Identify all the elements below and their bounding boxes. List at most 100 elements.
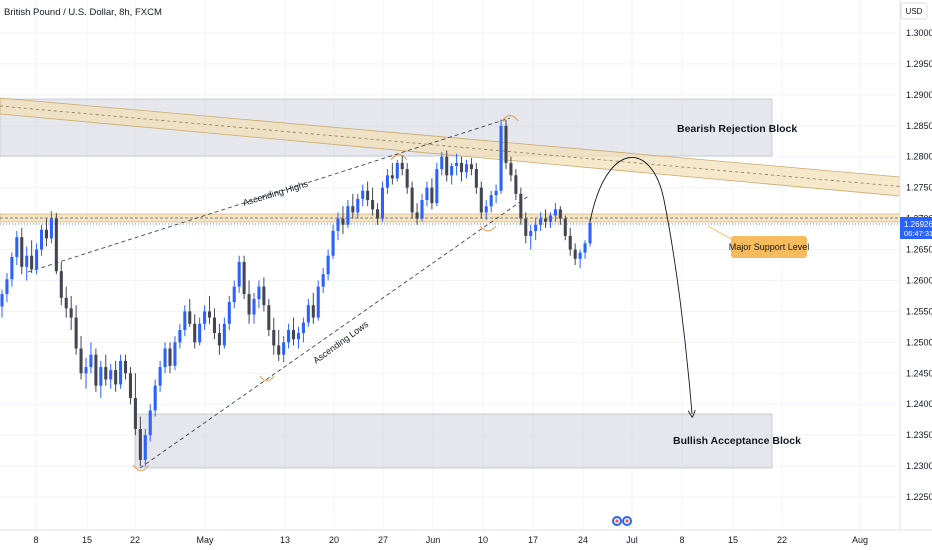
candle-up: [158, 367, 162, 386]
time-tick-label: 8: [33, 535, 38, 545]
candle-up: [163, 348, 167, 368]
candle-down: [514, 175, 518, 194]
candle-down: [54, 218, 58, 272]
time-tick-label: 17: [528, 535, 538, 545]
candle-down: [242, 261, 246, 295]
swing-low-marker: [479, 225, 497, 232]
candle-down: [217, 333, 221, 346]
swing-low-marker: [132, 464, 150, 471]
candle-up: [301, 322, 305, 334]
support-callout-pointer: [707, 225, 734, 241]
time-tick-label: 20: [329, 535, 339, 545]
candle-down: [479, 187, 483, 213]
bullish-acceptance-zone: [134, 413, 773, 469]
candle-up: [89, 354, 93, 368]
time-tick-label: 8: [679, 535, 684, 545]
candle-up: [148, 410, 152, 436]
price-axis-ticks: 1.30000 1.29500 1.29000 1.28500 1.28000 1.275…: [906, 28, 932, 502]
time-tick-label: May: [196, 535, 214, 545]
candle-up: [484, 206, 488, 213]
candle-down: [168, 348, 172, 366]
candle-up: [440, 156, 444, 170]
candle-up: [385, 175, 389, 188]
candle-down: [114, 370, 118, 385]
candle-down: [123, 360, 128, 374]
candle-down: [193, 323, 197, 343]
candle-down: [445, 156, 449, 176]
price-tick-label: 1.25500: [906, 306, 932, 316]
candle-up: [529, 230, 533, 236]
candle-up: [420, 200, 424, 219]
candle-up: [25, 255, 29, 267]
candle-down: [262, 286, 266, 306]
candle-up: [306, 305, 310, 323]
candle-down: [104, 367, 108, 380]
candle-up: [534, 224, 538, 231]
candle-up: [143, 435, 147, 460]
time-tick-label: 10: [478, 535, 488, 545]
time-axis-ticks[interactable]: 8 15 22 May 13 20 27 Jun 10 17 24 Jul 8 15 22 Aug: [33, 535, 868, 545]
candle-up: [49, 218, 53, 239]
candle-down: [504, 125, 508, 163]
candle-down: [543, 218, 548, 222]
currency-badge[interactable]: [900, 2, 928, 20]
time-tick-label: 22: [777, 535, 787, 545]
candle-down: [277, 345, 281, 355]
price-tick-label: 1.30000: [906, 28, 932, 38]
candle-down: [291, 329, 296, 340]
candle-up: [435, 169, 439, 204]
candle-down: [524, 218, 528, 236]
price-tick-label: 1.22500: [906, 492, 932, 502]
candle-up: [198, 323, 202, 343]
candle-up: [203, 311, 207, 324]
candle-up: [178, 329, 182, 343]
candle-up: [119, 360, 123, 385]
candle-up: [287, 329, 291, 343]
candle-up: [395, 162, 399, 179]
candle-up: [257, 286, 261, 300]
candle-up: [321, 274, 325, 287]
price-tick-label: 1.23000: [906, 461, 932, 471]
candle-down: [20, 237, 24, 267]
candle-up: [0, 294, 4, 307]
candle-up: [282, 342, 286, 355]
candle-up: [109, 370, 113, 380]
candle-up: [173, 342, 177, 366]
candle-down: [69, 308, 73, 318]
price-tick-label: 1.23500: [906, 430, 932, 440]
candle-down: [188, 311, 192, 324]
candle-up: [588, 222, 592, 244]
candle-up: [336, 218, 340, 231]
candle-down: [59, 271, 63, 298]
candle-down: [563, 218, 567, 236]
candle-up: [252, 299, 256, 315]
price-tick-label: 1.25000: [906, 337, 932, 347]
candle-up: [39, 229, 44, 250]
current-price-tag: [900, 217, 932, 239]
flag-icon[interactable]: [612, 516, 622, 526]
candle-down: [469, 164, 473, 170]
price-tick-label: 1.26000: [906, 275, 932, 285]
price-tick-label: 1.28500: [906, 121, 932, 131]
candle-down: [79, 348, 83, 374]
candle-down: [64, 297, 68, 309]
candle-up: [10, 256, 14, 280]
flag-icon[interactable]: [622, 516, 632, 526]
price-tick-label: 1.28000: [906, 152, 932, 162]
time-tick-label: Jul: [626, 535, 638, 545]
candle-up: [84, 367, 88, 374]
candle-down: [371, 200, 375, 210]
candle-down: [430, 187, 434, 204]
candle-up: [237, 261, 241, 287]
candle-down: [272, 329, 276, 346]
price-axis[interactable]: [900, 0, 932, 550]
candle-down: [410, 187, 414, 213]
candle-down: [212, 317, 217, 334]
candle-up: [450, 166, 454, 176]
candle-down: [390, 175, 394, 179]
candle-down: [133, 398, 137, 429]
candle-down: [405, 169, 409, 188]
candle-down: [375, 209, 380, 219]
